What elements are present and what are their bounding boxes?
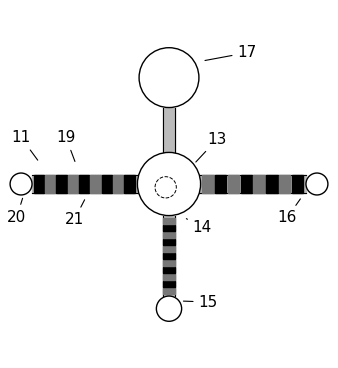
Text: 17: 17 bbox=[205, 45, 257, 60]
Circle shape bbox=[156, 296, 182, 321]
Bar bbox=[163, 260, 175, 266]
Bar bbox=[228, 175, 239, 193]
Bar bbox=[202, 175, 214, 193]
Bar bbox=[163, 232, 175, 238]
Circle shape bbox=[138, 152, 200, 216]
Bar bbox=[102, 175, 112, 193]
Bar bbox=[163, 246, 175, 252]
Text: 21: 21 bbox=[65, 200, 84, 227]
Circle shape bbox=[306, 173, 328, 195]
Bar bbox=[45, 175, 55, 193]
Text: 20: 20 bbox=[7, 198, 26, 225]
Bar bbox=[34, 175, 44, 193]
Text: 19: 19 bbox=[56, 130, 76, 162]
Bar bbox=[163, 288, 175, 294]
Bar bbox=[163, 239, 175, 245]
Bar bbox=[292, 175, 303, 193]
Bar bbox=[56, 175, 67, 193]
Text: 16: 16 bbox=[277, 199, 300, 226]
Bar bbox=[163, 107, 175, 152]
Bar bbox=[163, 218, 175, 224]
Bar bbox=[90, 175, 101, 193]
Bar bbox=[163, 281, 175, 287]
Bar bbox=[163, 225, 175, 231]
Bar bbox=[163, 253, 175, 259]
Bar bbox=[163, 267, 175, 273]
Bar bbox=[266, 175, 277, 193]
Bar bbox=[253, 175, 265, 193]
Text: 15: 15 bbox=[184, 294, 218, 309]
Bar bbox=[68, 175, 78, 193]
Text: 11: 11 bbox=[11, 130, 38, 160]
Text: 14: 14 bbox=[186, 219, 212, 236]
Bar bbox=[32, 175, 306, 193]
Bar bbox=[113, 175, 123, 193]
Text: 13: 13 bbox=[196, 132, 227, 162]
Bar bbox=[163, 274, 175, 280]
Circle shape bbox=[139, 48, 199, 107]
Bar bbox=[241, 175, 252, 193]
Bar bbox=[163, 216, 175, 296]
Circle shape bbox=[10, 173, 32, 195]
Bar bbox=[279, 175, 290, 193]
Bar bbox=[215, 175, 226, 193]
Bar bbox=[79, 175, 89, 193]
Bar bbox=[124, 175, 135, 193]
